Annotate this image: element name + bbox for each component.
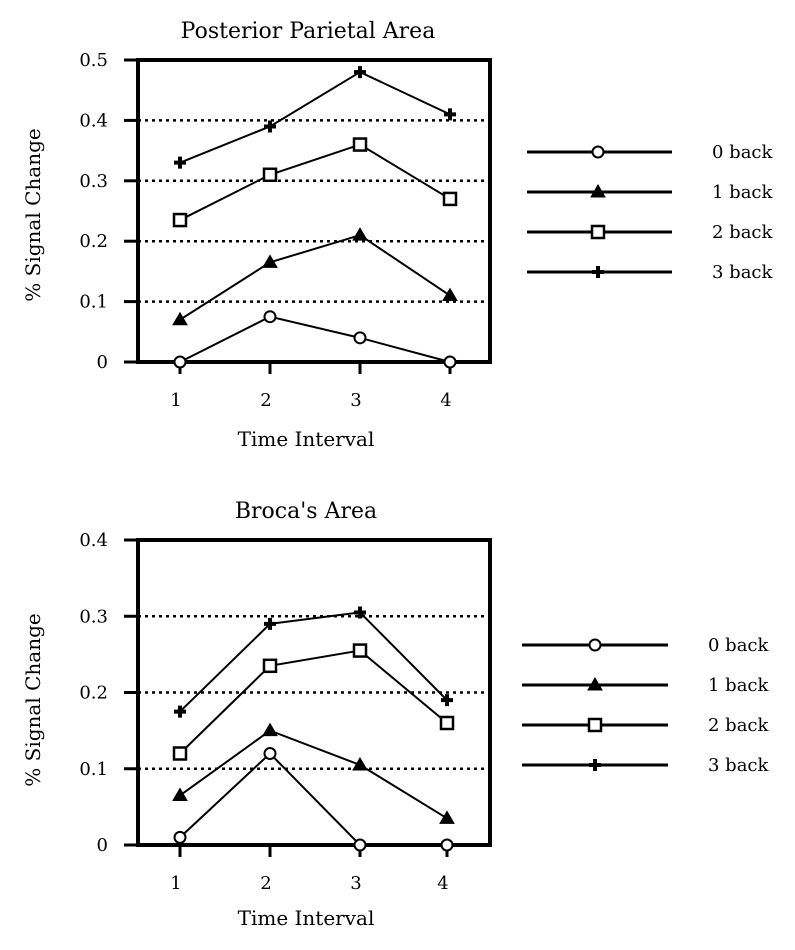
- data-point: [352, 643, 368, 658]
- legend-marker: [589, 759, 601, 771]
- data-point: [172, 746, 188, 761]
- data-point: [263, 310, 277, 324]
- chart-title: Broca's Area: [235, 499, 377, 524]
- plot-frame: [136, 58, 492, 364]
- legend-label: 2 back: [708, 715, 770, 736]
- data-point: [262, 254, 278, 268]
- legend-label: 3 back: [712, 262, 774, 283]
- x-tick-label: 2: [260, 390, 271, 411]
- x-tick-label: 1: [170, 873, 181, 894]
- series-line: [179, 234, 451, 321]
- x-tick-label: 4: [437, 873, 448, 894]
- chart-brocas-area: Broca's Area 0 0.1 0.2 0.3 0.4 1 2 3 4 Time Int…: [21, 499, 770, 930]
- y-axis-label: % Signal Change: [21, 613, 45, 786]
- legend-marker: [590, 224, 606, 240]
- y-tick-label: 0: [97, 352, 108, 373]
- series-line: [179, 70, 451, 164]
- data-point: [439, 810, 455, 824]
- data-point: [173, 355, 187, 369]
- data-point: [440, 838, 454, 852]
- data-point: [352, 756, 368, 771]
- data-point: [439, 715, 455, 731]
- data-point: [174, 705, 186, 718]
- data-point: [172, 311, 188, 326]
- legend-label: 1 back: [708, 675, 770, 696]
- data-point: [172, 212, 188, 228]
- y-tick-label: 0.4: [79, 530, 108, 551]
- y-tick-label: 0.5: [79, 50, 108, 71]
- series-line: [179, 649, 448, 755]
- data-point: [443, 355, 457, 369]
- x-axis-label: Time Interval: [238, 427, 375, 451]
- data-point: [444, 108, 456, 121]
- data-point: [353, 331, 367, 345]
- series-line: [179, 315, 451, 363]
- data-point: [442, 191, 458, 207]
- legend-label: 3 back: [708, 755, 770, 776]
- legend-marker: [590, 184, 606, 198]
- series-line: [179, 752, 447, 846]
- data-point: [442, 287, 458, 302]
- series-line: [179, 729, 448, 820]
- legend-label: 0 back: [708, 635, 770, 656]
- y-tick-label: 0: [97, 835, 108, 856]
- legend-marker: [592, 266, 604, 278]
- data-point: [173, 830, 187, 844]
- y-axis-label: % Signal Change: [21, 128, 45, 301]
- y-tick-label: 0.4: [79, 110, 108, 131]
- chart-title: Posterior Parietal Area: [181, 19, 436, 44]
- data-point: [352, 227, 368, 241]
- data-point: [352, 137, 368, 152]
- legend-marker: [587, 717, 603, 733]
- data-point: [353, 838, 367, 852]
- x-tick-label: 3: [350, 390, 361, 411]
- y-tick-label: 0.1: [79, 759, 108, 780]
- y-tick-label: 0.2: [79, 683, 108, 704]
- series-line: [179, 611, 448, 713]
- data-point: [174, 156, 186, 169]
- y-tick-label: 0.1: [79, 292, 108, 313]
- data-point: [354, 66, 366, 79]
- x-axis-label: Time Interval: [238, 906, 375, 930]
- legend-marker: [587, 677, 603, 691]
- series-line: [179, 143, 451, 221]
- x-tick-label: 1: [170, 390, 181, 411]
- data-point: [262, 167, 278, 183]
- x-tick-label: 2: [260, 873, 271, 894]
- legend-label: 0 back: [712, 142, 774, 163]
- chart-posterior-parietal: Posterior Parietal Area 0 0.1 0.2 0.3 0.4 0.5…: [21, 19, 774, 451]
- data-point: [262, 722, 278, 737]
- data-point: [263, 747, 277, 760]
- data-point: [264, 120, 276, 133]
- x-tick-label: 4: [440, 390, 451, 411]
- legend-marker: [591, 145, 605, 159]
- data-point: [441, 694, 453, 707]
- data-point: [262, 658, 278, 674]
- legend-label: 1 back: [712, 182, 774, 203]
- data-point: [354, 606, 366, 619]
- legend-marker: [588, 638, 602, 652]
- y-tick-label: 0.2: [79, 231, 108, 252]
- data-point: [172, 787, 188, 801]
- x-tick-label: 3: [350, 873, 361, 894]
- y-tick-label: 0.3: [79, 606, 108, 627]
- y-tick-label: 0.3: [79, 171, 108, 192]
- legend-label: 2 back: [712, 222, 774, 243]
- data-point: [264, 617, 276, 630]
